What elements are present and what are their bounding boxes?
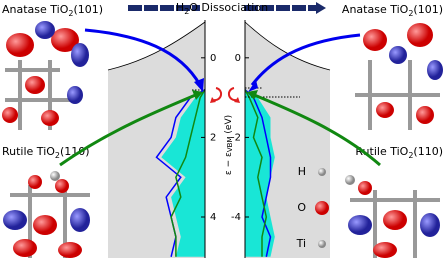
band-background	[107, 21, 331, 258]
pointer-arrows	[59, 28, 381, 167]
y-tick-label: 4	[210, 212, 216, 223]
y-tick-label: 2	[210, 132, 216, 143]
y-tick-label: 0	[235, 53, 241, 64]
legend-label: Ti	[296, 237, 306, 250]
rutile-label: Rutile TiO2(110)	[355, 145, 443, 160]
anatase-right-image	[355, 23, 443, 130]
panel-frames	[204, 20, 246, 258]
anatase-label: Anatase TiO2(101)	[342, 3, 443, 18]
y-axis-label: ε − εVBM (eV)	[224, 115, 235, 175]
rutile-label: Rutile TiO2(110)	[2, 145, 90, 160]
exchange-arrows	[210, 87, 240, 103]
anatase-left-image	[2, 21, 89, 130]
rutile-left-image	[3, 171, 90, 258]
rutile-right-image	[345, 175, 440, 258]
dos-line	[244, 89, 272, 257]
dos-line	[244, 89, 268, 257]
anatase-label: Anatase TiO2(101)	[2, 3, 103, 18]
header-arrows	[128, 2, 326, 14]
y-tick-label: 0	[210, 53, 216, 64]
header-title: H2O Dissociation	[176, 1, 268, 16]
y-tick-label: -2	[231, 132, 241, 143]
y-tick-label: -4	[231, 212, 241, 223]
legend	[315, 168, 329, 248]
legend-label: H	[298, 165, 306, 178]
legend-label: O	[297, 201, 306, 214]
dos-line	[170, 89, 206, 257]
dos-area	[245, 89, 275, 257]
dos-area	[161, 89, 205, 257]
